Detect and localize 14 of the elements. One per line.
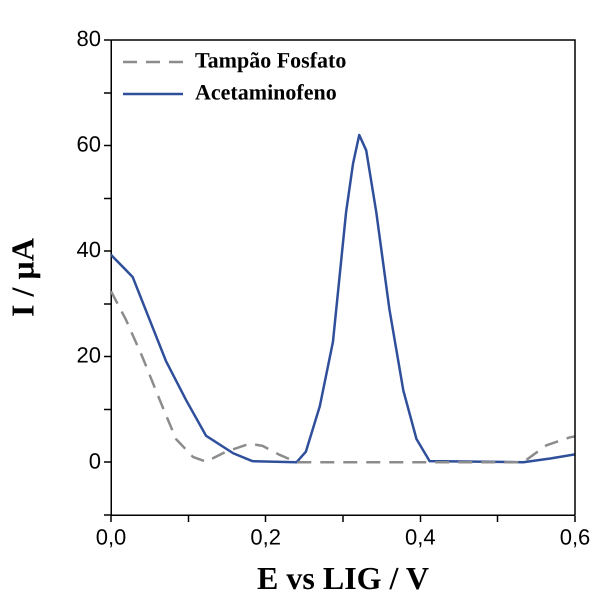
legend-label: Tampão Fosfato [195, 48, 346, 73]
x-tick-label: 0,4 [405, 524, 436, 550]
y-tick-label: 40 [76, 237, 101, 262]
line-series [111, 290, 575, 464]
y-axis-title: I / µA [4, 238, 40, 317]
x-axis-title: E vs LIG / V [257, 560, 429, 596]
y-tick-label: 60 [76, 132, 101, 157]
x-tick-label: 0,6 [560, 524, 590, 550]
y-tick-label: 0 [88, 448, 101, 474]
legend-label: Acetaminofeno [195, 80, 337, 105]
y-tick-label: 20 [76, 342, 101, 368]
x-tick-label: 0,2 [250, 524, 281, 550]
x-tick-label: 0,0 [96, 524, 126, 550]
y-tick-label: 80 [76, 26, 101, 52]
